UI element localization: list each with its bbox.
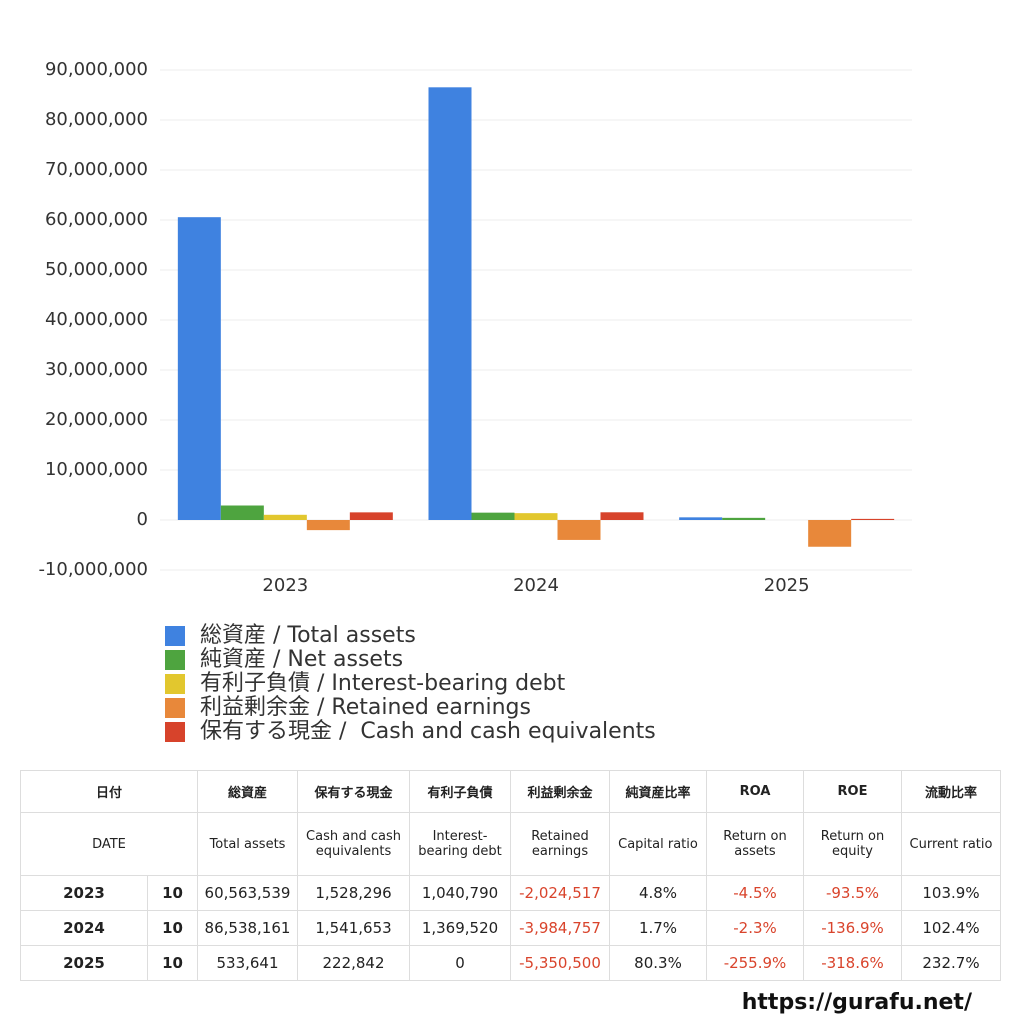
table-cell: ROE — [803, 770, 902, 813]
table-header-row: 日付 総資産 保有する現金 有利子負債 利益剰余金 純資産比率 ROA ROE 流動比率 — [20, 770, 1001, 813]
bar — [851, 518, 895, 520]
table-cell: -2.3% — [706, 910, 804, 946]
bar — [600, 512, 644, 520]
y-tick-label: 0 — [137, 509, 148, 530]
table-cell: -136.9% — [803, 910, 902, 946]
y-tick-label: 20,000,000 — [45, 409, 148, 430]
table-cell: -4.5% — [706, 875, 804, 911]
table-cell: 2023 — [20, 875, 148, 911]
site-url: https://gurafu.net/ — [741, 990, 972, 1015]
table-cell: Return on assets — [706, 812, 804, 876]
bar — [514, 513, 558, 520]
table-cell: 保有する現金 — [297, 770, 410, 813]
table-cell: Interest-bearing debt — [409, 812, 511, 876]
y-tick-label: 40,000,000 — [45, 309, 148, 330]
bar — [349, 512, 393, 520]
table-cell: 1,528,296 — [297, 875, 410, 911]
bar — [557, 520, 601, 540]
bar — [679, 517, 723, 520]
legend-swatch — [165, 650, 185, 670]
table-cell: 10 — [147, 875, 198, 911]
table-cell: 2025 — [20, 945, 148, 981]
table-header-row: DATE Total assets Cash and cash equivalent… — [20, 812, 1001, 876]
bar — [722, 517, 766, 520]
y-tick-label: 80,000,000 — [45, 109, 148, 130]
table-cell: 102.4% — [901, 910, 1001, 946]
table-cell: 総資産 — [197, 770, 298, 813]
table-cell: Current ratio — [901, 812, 1001, 876]
table-cell: 1,369,520 — [409, 910, 511, 946]
table-cell: 1.7% — [609, 910, 707, 946]
table-cell: -93.5% — [803, 875, 902, 911]
table-cell: 純資産比率 — [609, 770, 707, 813]
table-cell: 流動比率 — [901, 770, 1001, 813]
table-cell: 2024 — [20, 910, 148, 946]
legend-label: 有利子負債 / Interest-bearing debt — [200, 671, 566, 696]
table-cell: 0 — [409, 945, 511, 981]
table-cell: 80.3% — [609, 945, 707, 981]
table-cell: Return on equity — [803, 812, 902, 876]
bar — [808, 520, 852, 547]
table-row: 2025 10 533,641 222,842 0 -5,350,500 80.3% -255… — [20, 945, 1001, 981]
legend-swatch — [165, 722, 185, 742]
table-row: 2023 10 60,563,539 1,528,296 1,040,790 -2,024… — [20, 875, 1001, 911]
legend-label: 総資産 / Total assets — [200, 623, 416, 648]
table-cell: 利益剰余金 — [510, 770, 610, 813]
table-cell: 60,563,539 — [197, 875, 298, 911]
legend-label: 保有する現金 / Cash and cash equivalents — [200, 719, 656, 744]
legend-swatch — [165, 674, 185, 694]
table-cell: ROA — [706, 770, 804, 813]
legend-swatch — [165, 698, 185, 718]
table-cell: 222,842 — [297, 945, 410, 981]
legend-label: 純資産 / Net assets — [200, 647, 403, 672]
table-cell: 86,538,161 — [197, 910, 298, 946]
table-cell: -3,984,757 — [510, 910, 610, 946]
y-tick-label: 60,000,000 — [45, 209, 148, 230]
table-cell: 1,541,653 — [297, 910, 410, 946]
table-cell: 103.9% — [901, 875, 1001, 911]
bar — [428, 87, 472, 520]
data-table: 日付 総資産 保有する現金 有利子負債 利益剰余金 純資産比率 ROA ROE 流動比率 DATE… — [20, 770, 1001, 981]
table-cell: 232.7% — [901, 945, 1001, 981]
x-tick-label: 2024 — [513, 575, 559, 596]
table-cell: 533,641 — [197, 945, 298, 981]
bar — [263, 514, 307, 520]
legend-label: 利益剰余金 / Retained earnings — [200, 695, 531, 720]
x-tick-label: 2023 — [262, 575, 308, 596]
table-cell: Cash and cash equivalents — [297, 812, 410, 876]
table-cell: -2,024,517 — [510, 875, 610, 911]
table-cell: Capital ratio — [609, 812, 707, 876]
table-cell: 10 — [147, 910, 198, 946]
bar — [177, 217, 221, 520]
table-cell: -5,350,500 — [510, 945, 610, 981]
table-cell: Retained earnings — [510, 812, 610, 876]
y-tick-label: 30,000,000 — [45, 359, 148, 380]
chart: -10,000,000 0 10,000,000 20,000,000 30,000,0… — [38, 59, 912, 744]
y-tick-label: 10,000,000 — [45, 459, 148, 480]
x-tick-label: 2025 — [764, 575, 810, 596]
table-cell: 4.8% — [609, 875, 707, 911]
table-cell: -255.9% — [706, 945, 804, 981]
bar — [306, 520, 350, 531]
bar — [220, 505, 264, 520]
table-row: 2024 10 86,538,161 1,541,653 1,369,520 -3,984… — [20, 910, 1001, 946]
table-cell: Total assets — [197, 812, 298, 876]
table-cell: -318.6% — [803, 945, 902, 981]
table-cell: DATE — [20, 812, 198, 876]
legend-swatch — [165, 626, 185, 646]
table-cell: 10 — [147, 945, 198, 981]
table-cell: 有利子負債 — [409, 770, 511, 813]
table-cell: 1,040,790 — [409, 875, 511, 911]
y-tick-label: -10,000,000 — [38, 559, 148, 580]
y-tick-label: 70,000,000 — [45, 159, 148, 180]
y-tick-label: 50,000,000 — [45, 259, 148, 280]
y-tick-label: 90,000,000 — [45, 59, 148, 80]
table-cell: 日付 — [20, 770, 198, 813]
bar — [471, 512, 515, 520]
